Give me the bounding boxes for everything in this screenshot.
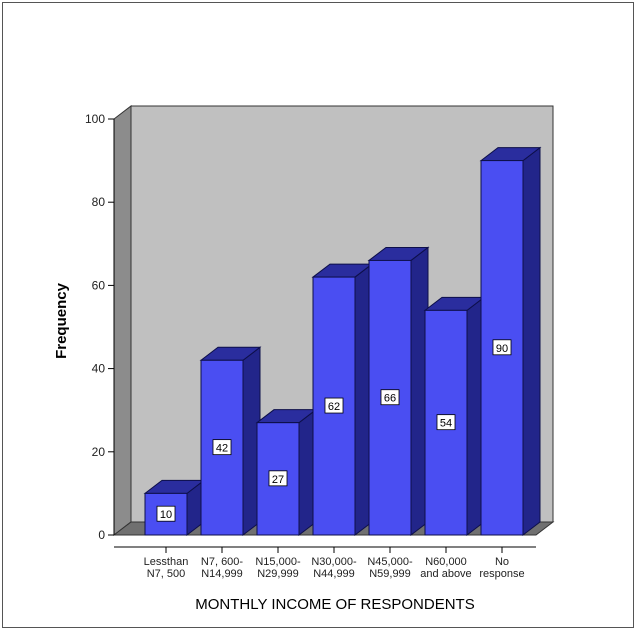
bar: 54 (423, 296, 486, 537)
x-tick-label: N7, 600-N14,999 (201, 556, 244, 580)
data-label-box (156, 505, 176, 522)
x-tick-label-line: N45,000- (367, 556, 413, 568)
x-tick-label: N60,000 and above (420, 556, 471, 580)
data-label: 90 (496, 343, 508, 355)
bar: 62 (311, 263, 374, 537)
y-axis: 0 20 40 60 80 100 (85, 112, 115, 542)
x-tick-label-line: N60,000 (425, 556, 467, 568)
x-tick-label-line: N30,000- (311, 556, 357, 568)
y-tick-label: 40 (92, 362, 106, 376)
x-axis: Lessthan N7, 500 N7, 600-N14,999 N15,000-N2… (114, 546, 536, 580)
bars-group: 10 42 27 62 66 54 90 (143, 146, 542, 537)
x-axis-title: MONTHLY INCOME OF RESPONDENTS (195, 596, 474, 613)
x-tick-label: Lessthan N7, 500 (144, 556, 189, 580)
data-label: 66 (384, 393, 396, 405)
y-tick-label: 100 (85, 112, 105, 126)
x-tick-label-line: N7, 600- (201, 556, 244, 568)
x-tick-label: No response (479, 556, 524, 580)
x-tick-label-line: N15,000- (255, 556, 301, 568)
data-label: 62 (328, 401, 340, 413)
data-label-box (436, 414, 456, 431)
data-label-box (492, 339, 512, 356)
side-wall (113, 104, 132, 537)
x-tick-label-line: N59,999 (369, 568, 411, 580)
y-tick-label: 20 (92, 445, 106, 459)
x-tick-label-line: No (495, 556, 509, 568)
x-tick-label-line: N29,999 (257, 568, 299, 580)
x-tick-label-line: N14,999 (201, 568, 243, 580)
x-tick-label: N45,000-N59,999 (367, 556, 413, 580)
x-tick-label: N15,000-N29,999 (255, 556, 301, 580)
bar: 42 (199, 346, 262, 537)
data-label: 27 (272, 474, 284, 486)
bar: 27 (255, 408, 318, 537)
x-tick-label-line: N44,999 (313, 568, 355, 580)
bar: 10 (143, 479, 206, 537)
bar: 66 (367, 246, 430, 537)
bar-front (480, 160, 524, 536)
x-tick-label-line: and above (420, 568, 471, 580)
x-tick-label-line: N7, 500 (147, 568, 186, 580)
bar: 90 (479, 146, 542, 537)
data-label-box (268, 470, 288, 487)
data-label: 42 (216, 443, 228, 455)
x-tick-label-line: Lessthan (144, 556, 189, 568)
x-tick-label: N30,000-N44,999 (311, 556, 357, 580)
data-label-box (324, 397, 344, 414)
data-label: 10 (160, 509, 172, 521)
y-axis-title: Frequency (53, 282, 70, 359)
y-tick-label: 80 (92, 195, 106, 209)
x-tick-label-line: response (479, 568, 524, 580)
data-label: 54 (440, 418, 452, 430)
bar-side (522, 146, 541, 537)
y-tick-label: 0 (98, 528, 105, 542)
y-tick-label: 60 (92, 278, 106, 292)
data-label-box (380, 389, 400, 406)
data-label-box (212, 439, 232, 456)
